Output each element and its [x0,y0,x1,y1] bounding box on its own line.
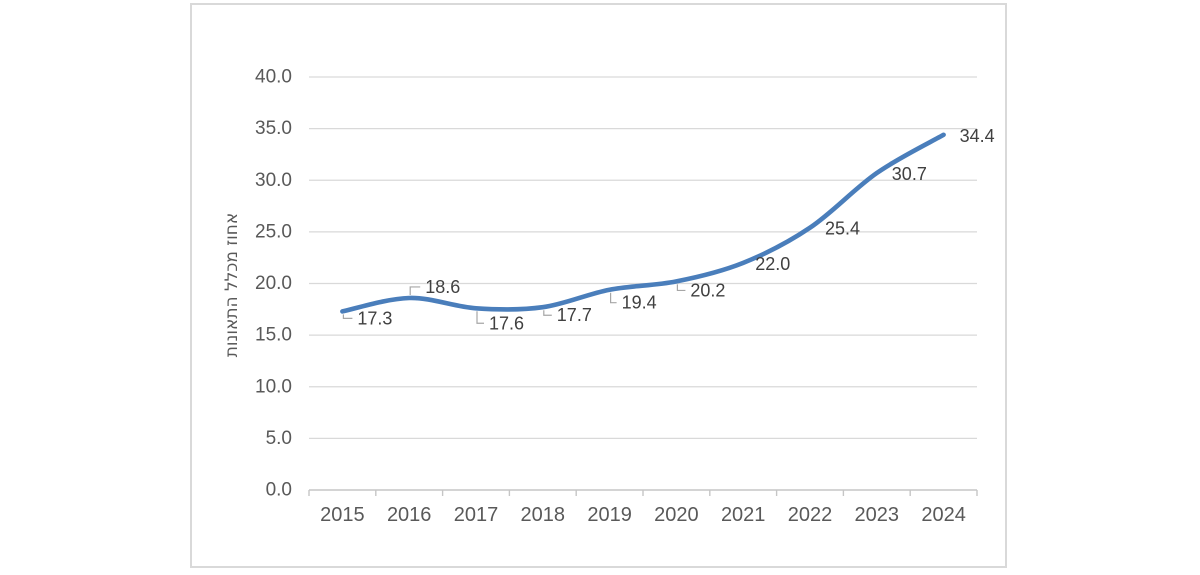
y-tick-label: 10.0 [255,376,292,397]
data-point-label-2023: 30.7 [892,164,927,184]
data-point-label-2022: 25.4 [825,219,860,239]
data-label-leader [342,314,353,319]
x-tick-label-2021: 2021 [721,504,766,526]
data-label-leader [610,292,617,304]
data-label-leader [676,284,686,292]
y-tick-label: 5.0 [266,428,292,449]
y-tick-label: 35.0 [255,118,292,139]
line-chart: אחוז מכלל התאונות 0.0 5.0 10.0 15.0 20.0 25.0… [222,67,995,527]
y-tick-label: 30.0 [255,170,292,191]
data-point-label-2019: 19.4 [622,293,657,313]
data-point-label-2016: 18.6 [425,277,460,297]
y-tick-label: 20.0 [255,273,292,294]
data-point-label-2018: 17.7 [557,305,592,325]
series-line [340,132,946,314]
x-tick-label-2023: 2023 [855,504,900,526]
data-label-leader [409,286,421,295]
chart-frame: אחוז מכלל התאונות 0.0 5.0 10.0 15.0 20.0 25.0… [190,3,1007,568]
x-tick-label-2015: 2015 [320,504,365,526]
x-tick-label-2020: 2020 [654,504,699,526]
data-point-label-2020: 20.2 [690,280,725,300]
x-tick-label-2018: 2018 [521,504,566,526]
data-label-leader [543,310,552,316]
data-point-label-2021: 22.0 [755,254,790,274]
y-tick-label: 15.0 [255,325,292,346]
x-tick-label-2024: 2024 [921,504,966,526]
x-tick-label-2022: 2022 [788,504,833,526]
x-tick-label-2016: 2016 [387,504,432,526]
y-tick-label: 40.0 [255,67,292,88]
data-label-leader [476,311,484,324]
y-tick-label: 0.0 [266,480,292,501]
y-axis-title: אחוז מכלל התאונות [222,213,242,358]
x-tick-label-2019: 2019 [587,504,632,526]
y-tick-label: 25.0 [255,221,292,242]
data-point-label-2024: 34.4 [960,126,995,146]
data-point-label-2017: 17.6 [489,313,524,333]
data-point-label-2015: 17.3 [357,308,392,328]
x-tick-label-2017: 2017 [454,504,499,526]
